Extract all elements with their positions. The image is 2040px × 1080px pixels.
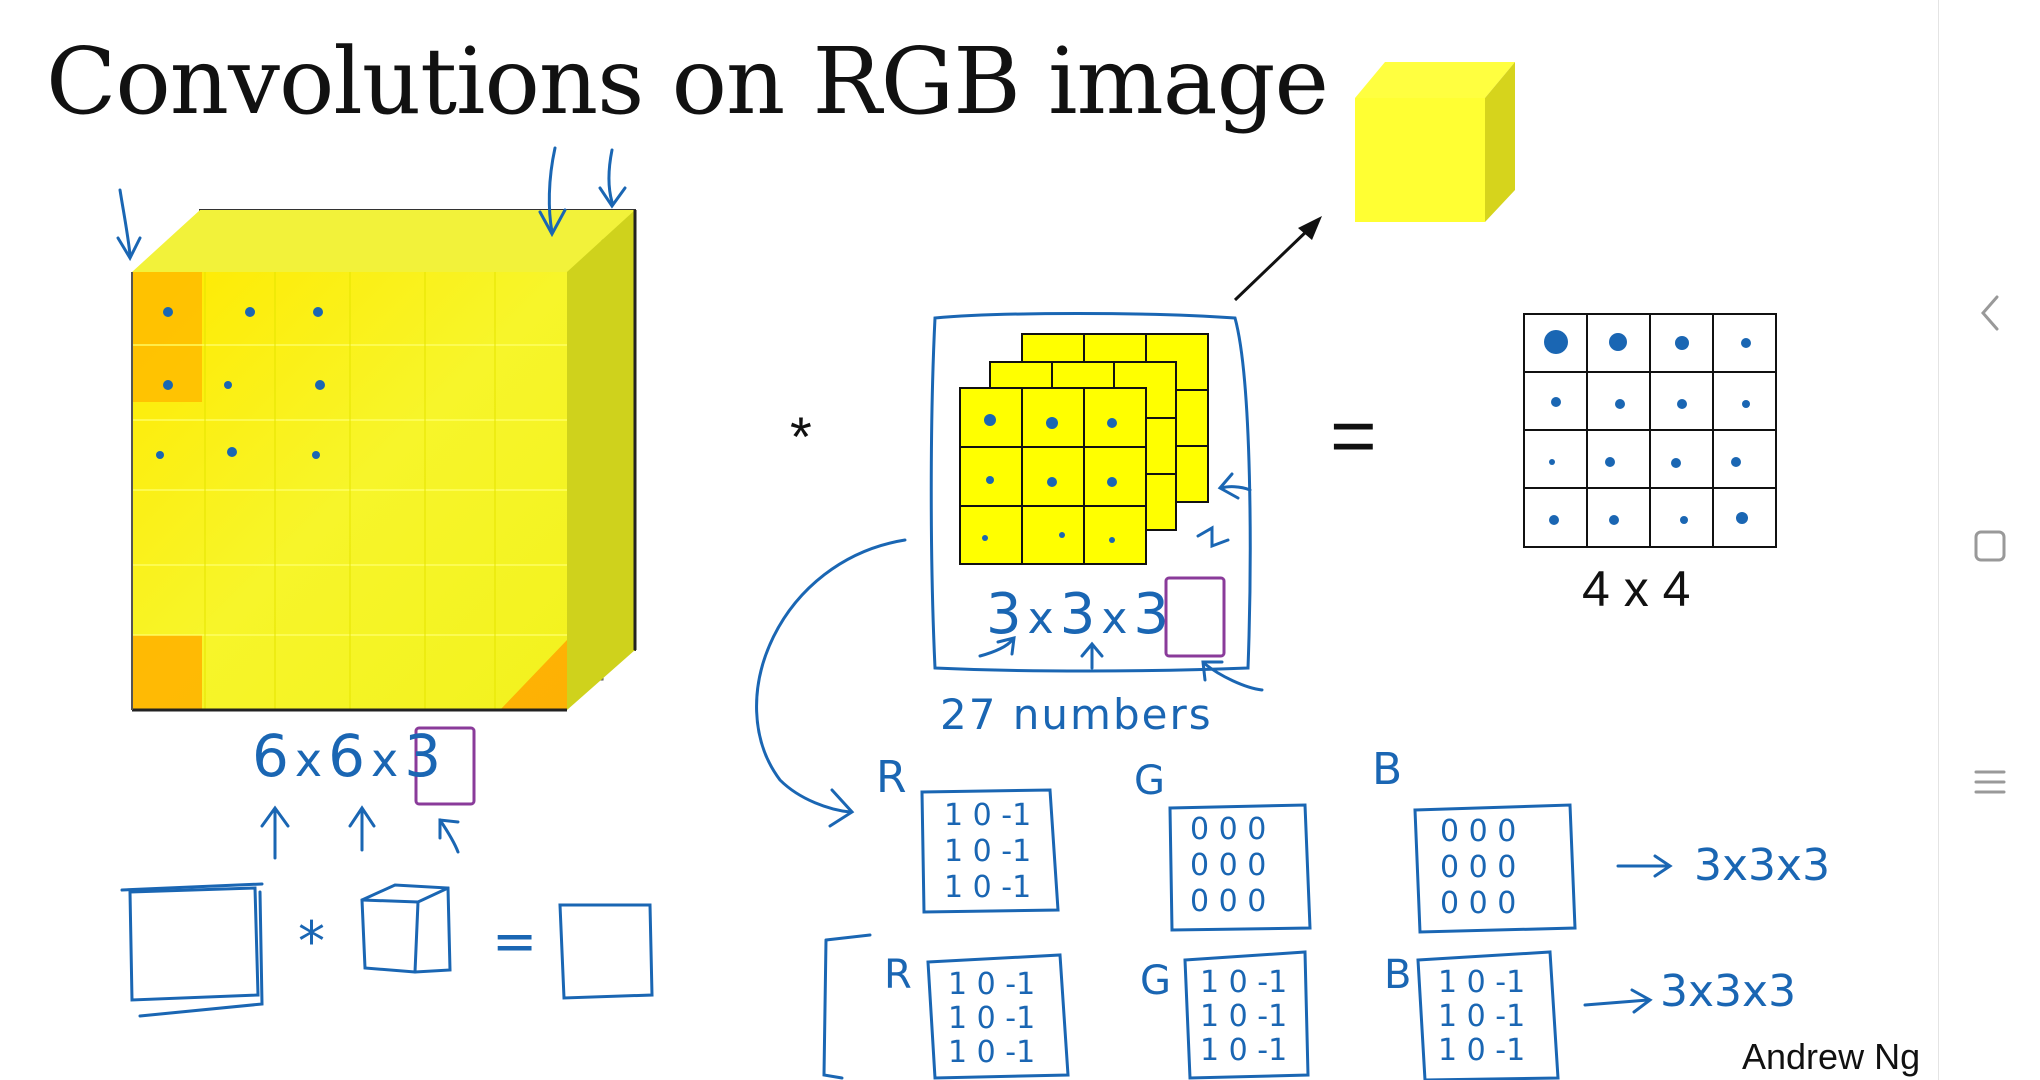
row2-red-row-2: 1 0 -1 bbox=[948, 1001, 1036, 1036]
row1-red-label: R bbox=[876, 752, 907, 803]
row2-blue-row-1: 1 0 -1 bbox=[1438, 965, 1526, 1000]
input-times-2: x bbox=[371, 733, 399, 787]
filter-channel-boxes bbox=[822, 788, 1673, 1080]
row1-green-row-3: 0 0 0 bbox=[1190, 884, 1267, 919]
input-dims-annotation bbox=[260, 726, 476, 860]
row1-green-values: 0 0 0 0 0 0 0 0 0 bbox=[1190, 812, 1266, 920]
input-top-face bbox=[132, 210, 635, 272]
filter-param-count: 27 numbers bbox=[940, 690, 1213, 739]
row1-green-row-2: 0 0 0 bbox=[1190, 848, 1267, 883]
row1-green-row-1: 0 0 0 bbox=[1190, 812, 1267, 847]
slide-drawing bbox=[116, 62, 1777, 1080]
breakdown-arrow bbox=[755, 538, 907, 828]
row2-green-label: G bbox=[1140, 958, 1171, 1004]
row2-blue-row-3: 1 0 -1 bbox=[1438, 1033, 1526, 1068]
filter-dim-height: 3 bbox=[986, 582, 1022, 647]
input-dim-height: 6 bbox=[252, 722, 289, 790]
row1-blue-row-2: 0 0 0 bbox=[1440, 850, 1517, 885]
row2-green-row-3: 1 0 -1 bbox=[1200, 1033, 1288, 1068]
row1-blue-row-3: 0 0 0 bbox=[1440, 886, 1517, 921]
output-dims-label: 4 x 4 bbox=[1582, 561, 1691, 617]
input-dim-channels: 3 bbox=[404, 722, 442, 790]
input-right-face bbox=[567, 210, 635, 710]
row2-blue-row-2: 1 0 -1 bbox=[1438, 999, 1526, 1034]
equals-sign: = bbox=[1330, 391, 1377, 480]
author-credit: Andrew Ng bbox=[1742, 1036, 1921, 1077]
output-values bbox=[1544, 330, 1751, 525]
filter-cube-icon bbox=[1355, 62, 1515, 222]
row2-red-label: R bbox=[884, 952, 912, 998]
row1-green-label: G bbox=[1134, 758, 1165, 804]
row2-blue-label: B bbox=[1384, 952, 1412, 998]
slide-canvas: Convolutions on RGB image bbox=[46, 28, 1921, 1080]
slide-title: Convolutions on RGB image bbox=[46, 28, 1329, 135]
chevron-left-icon[interactable] bbox=[1939, 283, 2040, 343]
row1-red-values: 1 0 -1 1 0 -1 1 0 -1 bbox=[944, 798, 1031, 906]
hamburger-menu-icon[interactable] bbox=[1939, 752, 2040, 812]
filter-dim-width: 3 bbox=[1059, 582, 1096, 647]
row2-red-row-1: 1 0 -1 bbox=[948, 967, 1036, 1002]
output-grid bbox=[1523, 313, 1777, 548]
bottom-conv-sketch bbox=[120, 882, 654, 1018]
bottom-conv-operator: * bbox=[298, 910, 325, 973]
input-dim-width: 6 bbox=[328, 722, 366, 790]
filter-to-cube-arrow bbox=[1233, 216, 1322, 302]
row2-result: 3x3x3 bbox=[1660, 966, 1797, 1017]
row1-red-row-2: 1 0 -1 bbox=[944, 834, 1032, 869]
row1-result: 3x3x3 bbox=[1694, 840, 1831, 891]
row1-blue-label: B bbox=[1372, 744, 1403, 795]
row1-blue-values: 0 0 0 0 0 0 0 0 0 bbox=[1440, 814, 1516, 922]
square-icon[interactable] bbox=[1939, 516, 2040, 576]
row2-blue-values: 1 0 -1 1 0 -1 1 0 -1 bbox=[1438, 966, 1525, 1068]
row2-red-values: 1 0 -1 1 0 -1 1 0 -1 bbox=[948, 968, 1035, 1070]
input-times-1: x bbox=[294, 733, 323, 787]
row2-red-row-3: 1 0 -1 bbox=[948, 1035, 1036, 1070]
row2-green-row-1: 1 0 -1 bbox=[1200, 965, 1288, 1000]
filter-volume bbox=[929, 312, 1264, 692]
row1-blue-row-1: 0 0 0 bbox=[1440, 814, 1517, 849]
filter-dim-channels: 3 bbox=[1133, 582, 1170, 647]
row1-red-row-1: 1 0 -1 bbox=[944, 798, 1032, 833]
row1-red-row-3: 1 0 -1 bbox=[944, 870, 1032, 905]
row2-green-row-2: 1 0 -1 bbox=[1200, 999, 1288, 1034]
viewer-side-controls bbox=[1938, 0, 2040, 1080]
convolution-operator: * bbox=[790, 405, 812, 468]
bottom-equals: = bbox=[492, 910, 538, 973]
filter-times-2: x bbox=[1101, 593, 1128, 644]
input-volume bbox=[116, 146, 637, 712]
row2-green-values: 1 0 -1 1 0 -1 1 0 -1 bbox=[1200, 966, 1287, 1068]
filter-times-1: x bbox=[1027, 593, 1054, 644]
